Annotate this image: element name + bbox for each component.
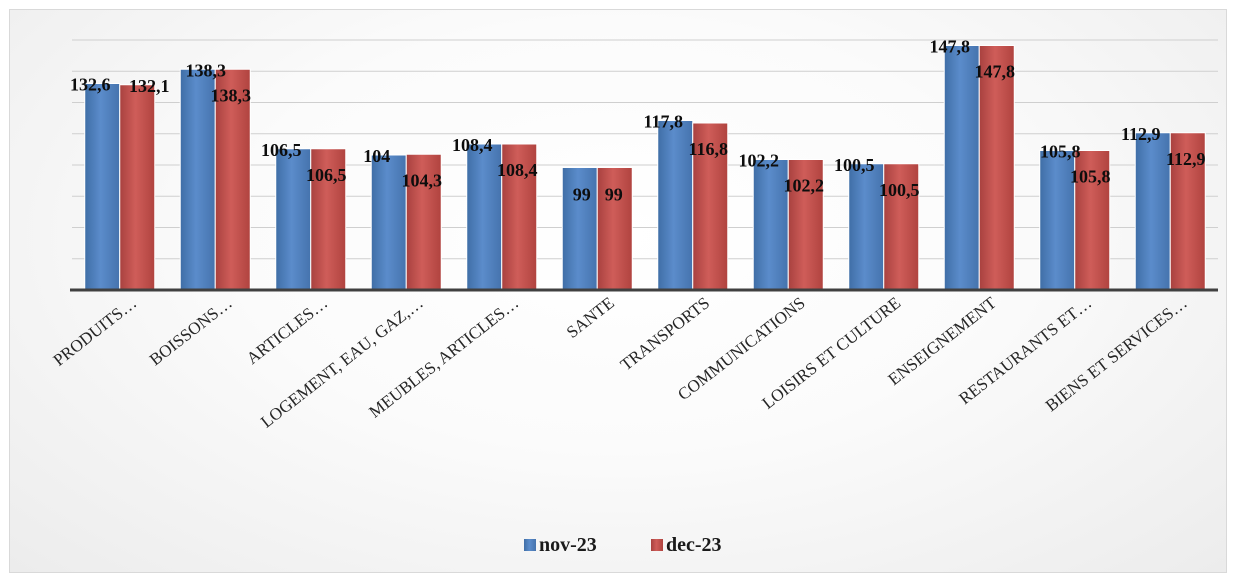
bar-dec-5 (596, 167, 633, 291)
bar-nov-0 (84, 83, 121, 291)
bar-nov-3 (370, 154, 407, 291)
data-label-dec-1: 138,3 (211, 85, 252, 105)
legend-swatch-dec (651, 539, 663, 551)
data-label-dec-10: 105,8 (1070, 167, 1111, 187)
bar-dec-0 (119, 84, 156, 291)
bar-nov-11 (1134, 132, 1171, 291)
data-label-nov-0: 132,6 (70, 75, 111, 95)
x-tick-label-3: LOGEMENT, EAU, GAZ,… (257, 293, 427, 431)
bar-dec-2 (310, 148, 347, 291)
data-label-dec-7: 102,2 (784, 176, 825, 196)
bar-nov-9 (943, 45, 980, 291)
data-label-dec-8: 100,5 (879, 180, 920, 200)
data-label-dec-5: 99 (605, 185, 623, 205)
bar-dec-7 (787, 159, 824, 291)
data-label-nov-4: 108,4 (452, 135, 493, 155)
data-label-nov-9: 147,8 (930, 37, 971, 57)
bar-dec-11 (1169, 132, 1206, 291)
data-label-nov-7: 102,2 (739, 151, 780, 171)
data-label-dec-6: 116,8 (688, 139, 728, 159)
data-label-dec-9: 147,8 (975, 62, 1016, 82)
legend: nov-23 dec-23 (524, 534, 722, 556)
data-label-nov-6: 117,8 (643, 112, 683, 132)
bar-nov-8 (848, 163, 885, 291)
data-label-dec-2: 106,5 (306, 165, 347, 185)
data-label-nov-8: 100,5 (834, 155, 875, 175)
gridlines (72, 39, 1218, 260)
data-label-dec-0: 132,1 (129, 76, 170, 96)
bar-dec-3 (405, 153, 442, 291)
x-tick-label-1: BOISSONS… (146, 293, 236, 369)
data-label-nov-1: 138,3 (186, 60, 227, 80)
bar-nov-4 (466, 143, 503, 291)
bar-nov-7 (752, 159, 789, 291)
bar-dec-1 (214, 68, 251, 291)
data-label-dec-11: 112,9 (1166, 149, 1206, 169)
x-tick-label-6: TRANSPORTS (617, 293, 714, 374)
legend-label-dec: dec-23 (666, 534, 722, 556)
bar-nov-6 (657, 120, 694, 291)
x-tick-label-0: PRODUITS… (50, 293, 141, 370)
data-label-nov-10: 105,8 (1040, 142, 1081, 162)
legend-label-nov: nov-23 (539, 534, 597, 556)
x-tick-label-5: SANTE (563, 293, 618, 342)
bars (84, 45, 1206, 291)
bar-dec-9 (978, 45, 1015, 291)
data-label-nov-3: 104 (363, 146, 390, 166)
bar-dec-10 (1074, 150, 1111, 291)
data-label-nov-5: 99 (573, 185, 591, 205)
bar-dec-8 (883, 163, 920, 291)
legend-swatch-nov (524, 539, 536, 551)
data-label-dec-4: 108,4 (497, 160, 538, 180)
data-label-nov-11: 112,9 (1121, 124, 1161, 144)
category-tick-labels: PRODUITS… BOISSONS… ARTICLES…LOGEMENT, EAU… (50, 293, 1191, 432)
bar-nov-10 (1039, 150, 1076, 291)
data-label-dec-3: 104,3 (402, 170, 443, 190)
data-label-nov-2: 106,5 (261, 140, 302, 160)
x-tick-label-2: ARTICLES… (243, 293, 331, 368)
